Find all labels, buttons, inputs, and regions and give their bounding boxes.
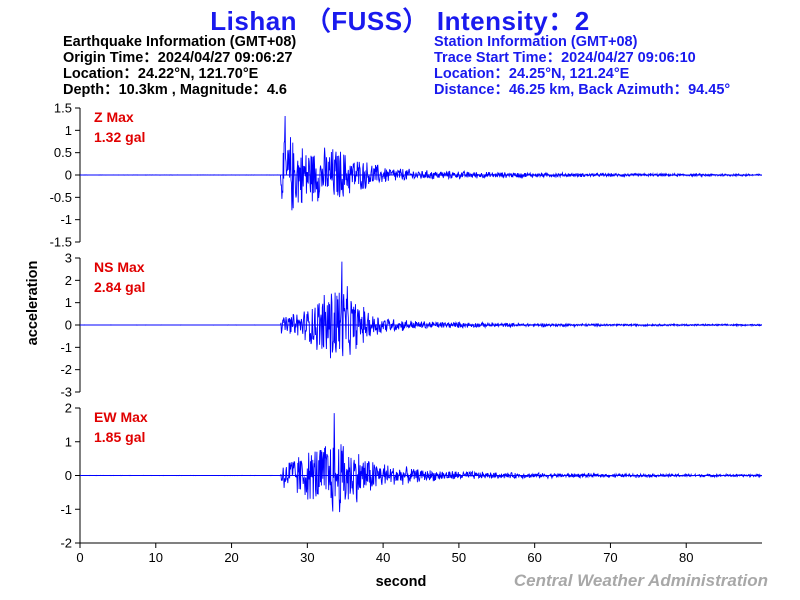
panel-label-z-value: 1.32 gal: [94, 129, 145, 145]
y-tick-label: -1.5: [50, 235, 72, 250]
y-tick-label: -1: [60, 340, 72, 355]
trace-start-time: Trace Start Time：2024/04/27 09:06:10: [434, 50, 696, 66]
trace-ns: [80, 261, 762, 359]
panel-label-ns-value: 2.84 gal: [94, 279, 145, 295]
station-distance: Distance：46.25 km, Back Azimuth：94.45°: [434, 82, 731, 98]
y-tick-label: 1: [65, 295, 72, 310]
y-tick-label: 0.5: [54, 145, 72, 160]
panel-label-ns-max: NS Max: [94, 259, 145, 275]
y-tick-label: 0: [65, 318, 72, 333]
y-tick-label: -2: [60, 362, 72, 377]
x-tick-label: 70: [603, 550, 617, 565]
y-tick-label: -1: [60, 502, 72, 517]
origin-time: Origin Time：2024/04/27 09:06:27: [63, 50, 293, 66]
x-tick-label: 20: [224, 550, 238, 565]
y-tick-label: -0.5: [50, 190, 72, 205]
x-tick-label: 40: [376, 550, 390, 565]
x-tick-label: 0: [76, 550, 83, 565]
panel-label-ew-max: EW Max: [94, 409, 148, 425]
x-tick-label: 10: [149, 550, 163, 565]
y-tick-label: 3: [65, 251, 72, 266]
station-location: Location：24.25°N, 121.24°E: [434, 66, 630, 82]
panel-label-ew-value: 1.85 gal: [94, 429, 145, 445]
epicenter-location: Location：24.22°N, 121.70°E: [63, 66, 259, 82]
y-tick-label: 2: [65, 401, 72, 416]
chart-title: Lishan （FUSS） Intensity：2: [210, 6, 590, 36]
trace-z: [80, 115, 762, 211]
y-tick-label: 2: [65, 273, 72, 288]
y-tick-label: 0: [65, 168, 72, 183]
depth-magnitude: Depth：10.3km , Magnitude：4.6: [63, 82, 287, 98]
y-axis-title: acceleration: [25, 261, 41, 346]
panel-label-z-max: Z Max: [94, 109, 134, 125]
y-tick-label: -1: [60, 212, 72, 227]
trace-ew: [80, 413, 762, 513]
credit-text: Central Weather Administration: [514, 571, 768, 590]
y-tick-label: 0: [65, 468, 72, 483]
y-tick-label: 1.5: [54, 101, 72, 116]
station-info-header: Station Information (GMT+08): [434, 34, 638, 50]
y-tick-label: 1: [65, 123, 72, 138]
earthquake-info-header: Earthquake Information (GMT+08): [63, 34, 297, 50]
y-tick-label: -3: [60, 385, 72, 400]
station-info: Station Information (GMT+08) Trace Start…: [434, 34, 730, 98]
y-tick-label: 1: [65, 434, 72, 449]
earthquake-info: Earthquake Information (GMT+08) Origin T…: [63, 34, 296, 98]
x-tick-label: 50: [452, 550, 466, 565]
x-axis-title: second: [376, 574, 427, 590]
x-tick-label: 80: [679, 550, 693, 565]
x-tick-label: 60: [527, 550, 541, 565]
y-tick-label: -2: [60, 536, 72, 551]
x-tick-label: 30: [300, 550, 314, 565]
